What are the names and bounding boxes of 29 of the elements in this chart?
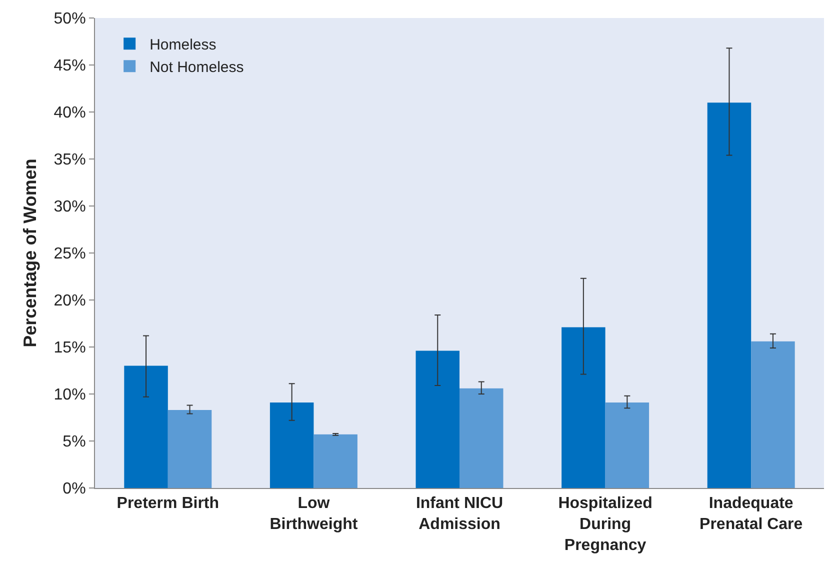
bar [605,402,650,488]
y-tick-label: 35% [54,152,86,169]
y-tick-label: 25% [54,246,86,263]
bar [460,388,504,488]
y-tick-label: 50% [54,10,86,28]
x-tick-label: Hospitalized During Pregnancy [558,495,652,554]
x-tick-label: Low Birthweight [270,495,358,533]
bar [416,350,460,488]
y-axis-title: Percentage of Women [20,158,40,348]
y-tick-label: 15% [54,340,86,357]
y-tick-label: 45% [54,58,86,75]
x-tick-label: Infant NICU Admission [416,495,504,533]
bar [751,341,795,488]
bar [124,366,168,488]
y-tick-label: 0% [62,480,86,498]
y-tick-label: 40% [54,104,86,122]
bar [562,327,606,488]
y-tick-label: 20% [54,292,86,310]
bar [314,434,358,488]
x-tick-label: Preterm Birth [116,495,220,512]
y-tick-label: 30% [54,198,86,216]
bar [270,402,314,488]
bar [707,102,752,488]
legend-label: Not Homeless [150,59,244,76]
y-tick-label: 10% [54,386,86,404]
x-tick-label: Inadequate Prenatal Care [700,495,803,533]
legend-label: Homeless [150,36,216,54]
y-tick-label: 5% [62,434,86,451]
bar [168,410,212,488]
